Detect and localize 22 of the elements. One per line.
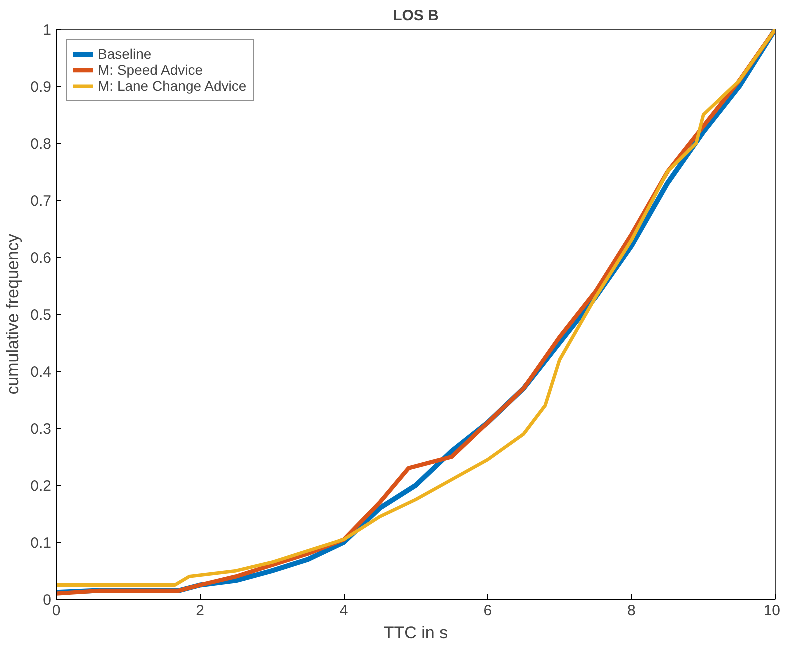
- y-axis-title: cumulative frequency: [4, 234, 23, 395]
- x-axis-title: TTC in s: [384, 624, 448, 642]
- x-tick-label: 8: [628, 602, 636, 620]
- y-tick-label: 0.7: [30, 193, 52, 210]
- chart-title: LOS B: [393, 8, 440, 24]
- y-tick-label: 0.5: [30, 307, 52, 324]
- y-tick-label: 0.9: [30, 79, 52, 96]
- legend-label: Baseline: [98, 46, 152, 62]
- y-tick-label: 0: [43, 592, 52, 609]
- y-tick-label: 0.2: [30, 478, 52, 495]
- y-tick-label: 0.6: [30, 250, 52, 267]
- y-tick-label: 0.4: [30, 364, 52, 381]
- x-tick-label: 4: [340, 602, 348, 620]
- x-tick-label: 6: [484, 602, 492, 620]
- y-tick-label: 1: [43, 22, 52, 39]
- legend-label: M: Lane Change Advice: [98, 78, 247, 94]
- y-tick-label: 0.1: [30, 535, 52, 552]
- x-tick-label: 10: [764, 602, 781, 620]
- y-tick-label: 0.3: [30, 421, 52, 438]
- x-tick-label: 2: [196, 602, 204, 620]
- y-tick-label: 0.8: [30, 136, 52, 153]
- legend-label: M: Speed Advice: [98, 62, 204, 78]
